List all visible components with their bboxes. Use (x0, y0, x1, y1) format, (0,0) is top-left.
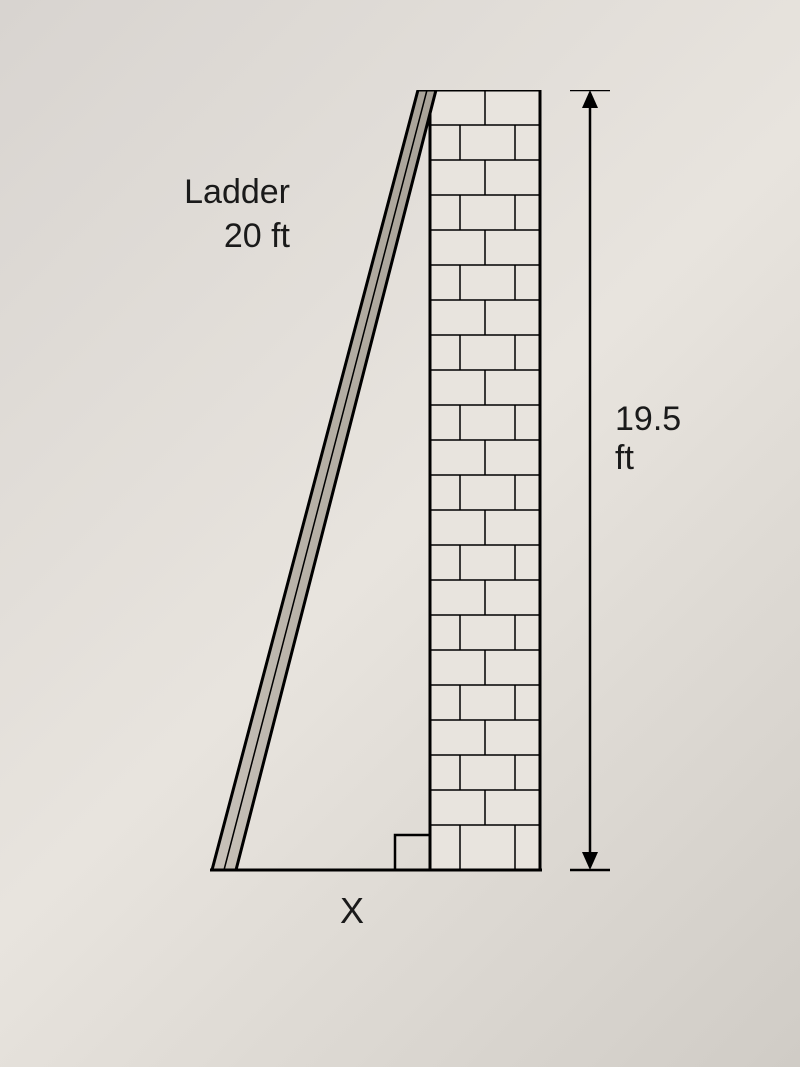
base-label: X (340, 890, 364, 932)
ladder-label-line1: Ladder (120, 170, 290, 214)
wall-height-label: 19.5 ft (615, 400, 700, 478)
ladder-label: Ladder 20 ft (120, 170, 290, 258)
geometry-diagram: Ladder 20 ft 19.5 ft X (140, 90, 700, 960)
height-dimension (570, 90, 610, 870)
ladder-label-line2: 20 ft (120, 214, 290, 258)
right-angle-marker (395, 835, 430, 870)
